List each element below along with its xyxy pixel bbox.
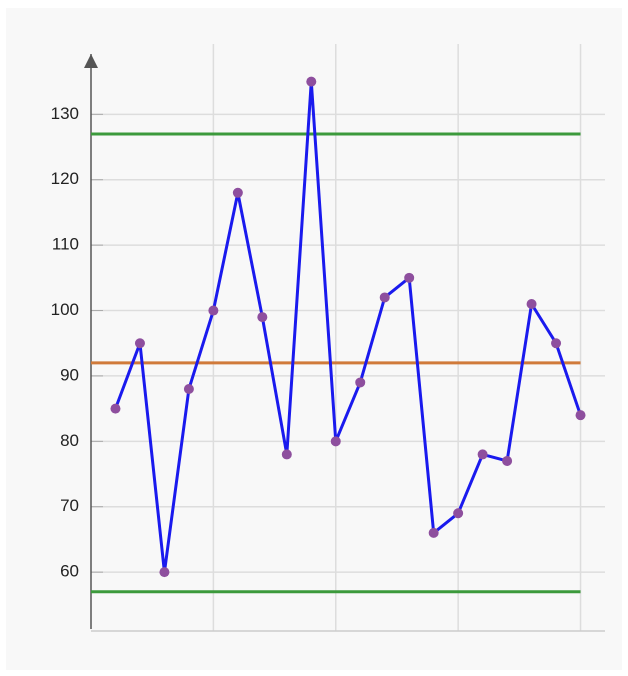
point <box>575 410 586 421</box>
y-tick-label: 100 <box>51 300 79 319</box>
point <box>379 292 390 303</box>
point <box>281 449 292 460</box>
point <box>110 403 121 414</box>
y-tick-label: 110 <box>52 235 79 254</box>
point <box>257 312 268 323</box>
point <box>330 436 341 447</box>
y-tick-label: 80 <box>60 431 79 450</box>
point <box>526 298 537 309</box>
point <box>404 272 415 283</box>
y-tick-label: 130 <box>51 104 79 123</box>
y-tick-label: 90 <box>60 365 79 384</box>
y-tick-label: 60 <box>60 562 79 581</box>
point <box>208 305 219 316</box>
point <box>551 338 562 349</box>
y-tick-label: 120 <box>51 169 79 188</box>
point <box>453 508 464 519</box>
y-tick-label: 70 <box>60 496 79 515</box>
point <box>134 338 145 349</box>
y-axis-arrow <box>84 54 98 68</box>
point <box>477 449 488 460</box>
point <box>306 76 317 87</box>
point <box>159 567 170 578</box>
point <box>502 455 513 466</box>
point <box>183 384 194 395</box>
point <box>428 527 439 538</box>
point <box>232 187 243 198</box>
point <box>355 377 366 388</box>
